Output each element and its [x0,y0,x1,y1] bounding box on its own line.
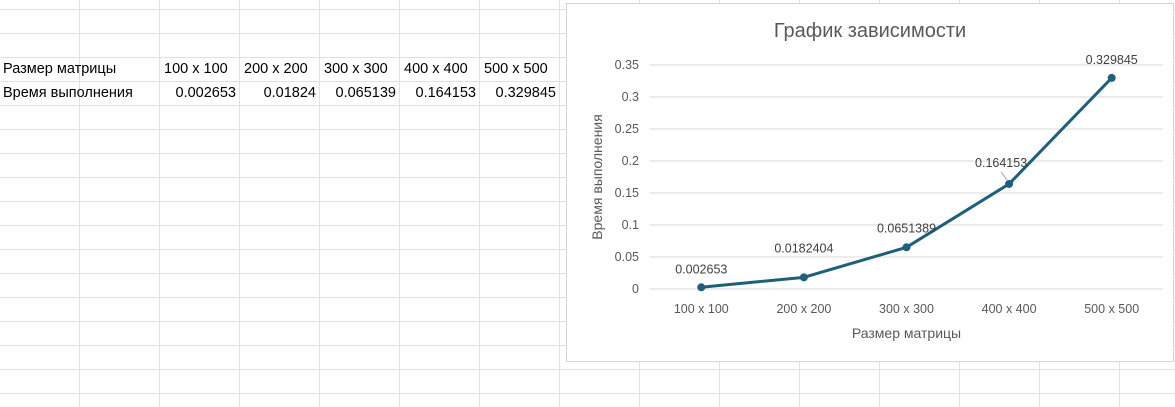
data-point [1005,179,1014,188]
x-tick-label: 500 x 500 [1084,302,1139,316]
size-cell[interactable]: 100 x 100 [164,61,228,77]
y-tick-label: 0.3 [622,90,639,104]
data-label-leader [1000,171,1008,181]
y-tick-label: 0.1 [622,218,639,232]
row-label-size[interactable]: Размер матрицы [3,61,117,77]
data-point [697,283,706,292]
line-chart: 0 0.05 0.1 0.15 0.2 0.25 0.3 0.35 100 x 100 200 x… [589,53,1163,341]
column-divider [159,0,160,407]
x-tick-label: 400 x 400 [982,302,1037,316]
time-cell[interactable]: 0.065139 [335,85,396,101]
y-tick-label: 0.35 [615,58,639,72]
y-tick-label: 0.2 [622,154,639,168]
time-cell[interactable]: 0.164153 [415,85,476,101]
data-point [799,273,808,282]
row-label-time[interactable]: Время выполнения [3,85,133,101]
size-cell[interactable]: 500 x 500 [484,61,548,77]
time-cell[interactable]: 0.329845 [495,85,556,101]
data-point [1107,73,1116,82]
time-cell[interactable]: 0.002653 [175,85,236,101]
y-tick-label: 0.05 [615,250,639,264]
x-tick-label: 100 x 100 [674,302,729,316]
data-label: 0.002653 [675,262,727,276]
chart-title: График зависимости [773,20,967,42]
x-tick-label: 200 x 200 [776,302,831,316]
y-tick-label: 0 [632,282,639,296]
x-tick-label: 300 x 300 [879,302,934,316]
size-cell[interactable]: 300 x 300 [324,61,388,77]
y-tick-label: 0.25 [615,122,639,136]
x-axis-title: Размер матрицы [852,325,961,341]
data-label: 0.0182404 [774,241,833,255]
chart-frame[interactable]: График зависимости 0 0.05 0.1 0.15 0.2 0.25 0.… [566,3,1174,362]
data-point [902,243,911,252]
size-cell[interactable]: 200 x 200 [244,61,308,77]
y-axis-title: Время выполнения [589,114,605,239]
time-cell[interactable]: 0.01824 [263,85,316,101]
series-line [699,76,1114,289]
data-label: 0.0651389 [877,221,936,235]
y-tick-label: 0.15 [615,186,639,200]
data-label: 0.329845 [1086,53,1138,67]
data-label: 0.164153 [975,156,1027,170]
size-cell[interactable]: 400 x 400 [404,61,468,77]
